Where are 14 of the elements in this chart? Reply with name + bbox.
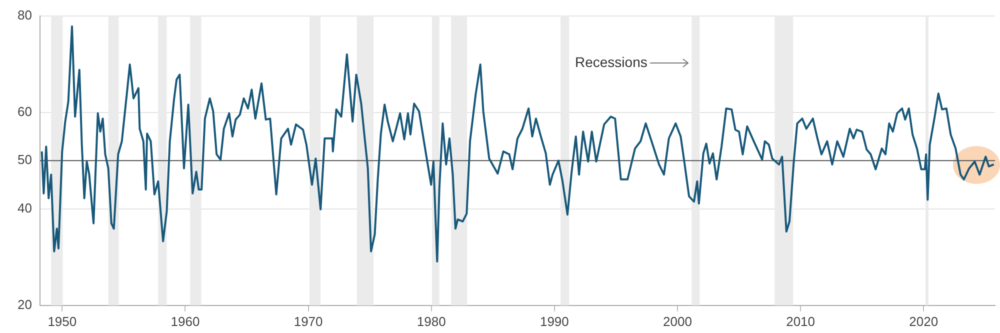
annotation: Recessions	[575, 54, 648, 70]
x-tick-label: 1950	[48, 314, 77, 329]
y-tick-label: 40	[18, 200, 32, 216]
y-tick-label: 20	[18, 296, 32, 312]
y-tick-label: 50	[18, 152, 32, 168]
x-tick-label: 1990	[540, 314, 569, 329]
x-tick-label: 1970	[294, 314, 323, 329]
x-tick-label: 2020	[909, 314, 938, 329]
x-tick-label: 2000	[663, 314, 692, 329]
x-tick-label: 2010	[786, 314, 816, 329]
x-tick-label: 1960	[170, 314, 200, 329]
y-tick-label: 80	[18, 7, 32, 22]
y-tick-label: 60	[18, 104, 32, 119]
x-tick-label: 1980	[416, 314, 446, 329]
